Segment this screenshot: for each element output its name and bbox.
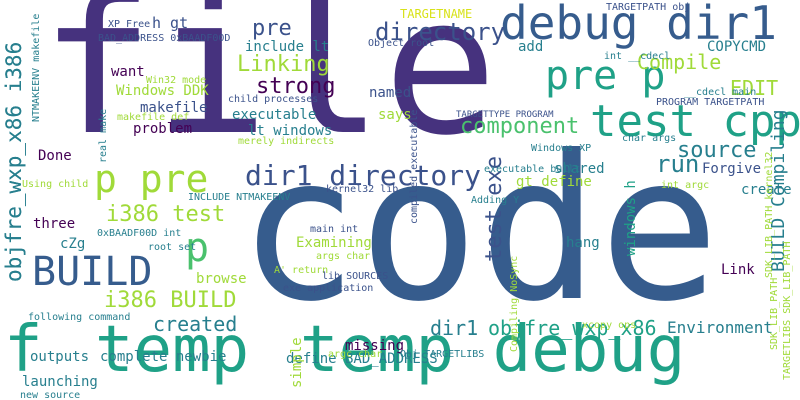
cloud-word: Forgive [702,161,762,177]
cloud-word: add [518,39,544,55]
cloud-word: pre [252,16,292,41]
cloud-word: temp debug [300,313,686,387]
cloud-word: source [677,138,757,163]
cloud-word: i386 test [106,202,226,227]
cloud-word: Compile [637,50,722,74]
cloud-word: merely indirects [238,136,335,147]
cloud-word: outputs [30,349,90,365]
cloud-word: lib SOURCES [322,271,389,282]
cloud-word: NTMAKEENV makefile [31,13,42,122]
cloud-word: missing [345,338,405,354]
cloud-word: launching [22,374,98,390]
cloud-word: real make [98,108,109,163]
cloud-word: COPYCMD [707,39,767,55]
cloud-word: BAD_ADDRESS 0xBAADF00D [98,33,231,44]
cloud-word: objfre_wxp_x86 [488,316,657,340]
cloud-word: create [741,182,792,198]
cloud-word: test cpp [590,96,800,147]
cloud-word: directory [375,18,506,46]
cloud-word: TARGETLIBS SDK_LIB_PATH [782,241,793,380]
cloud-word: code [238,113,720,346]
cloud-word: cZg [60,236,86,252]
cloud-word: makefile [140,100,208,116]
cloud-word: SDK_LIB_PATH kernel32 [764,151,775,278]
cloud-word: argc char [328,349,383,360]
cloud-word: p [185,225,210,271]
cloud-word: Obj TARGETLIBS [400,349,485,360]
cloud-word: objfre_wxp_x86 i386 [2,41,26,282]
cloud-word: makefile def [117,112,190,123]
cloud-word: new source [20,390,81,400]
cloud-word: A' return [274,265,329,276]
cloud-word: char args [622,133,677,144]
cloud-word: root set [148,242,197,253]
cloud-word: Linking [237,52,330,77]
cloud-word: Windows XP [531,143,592,154]
cloud-word: says [378,107,412,123]
cloud-word: named [369,85,412,101]
cloud-word: compiled executable [409,109,420,224]
cloud-word: define BAD_ADDRESS [286,351,438,367]
cloud-word: h gt [152,14,189,32]
cloud-word: PROGRAM TARGETPATH [656,97,765,108]
cloud-word: hang [566,235,600,251]
cloud-word: 0xBAADF00D int [97,228,182,239]
cloud-word: complete newbie [100,349,227,365]
cloud-word: Examining [296,235,372,251]
cloud-word: three [33,216,76,232]
cloud-word: file [40,0,498,177]
cloud-word: problem [133,121,193,137]
cloud-word: Windows DDK [116,83,209,99]
cloud-word: executable [232,107,317,123]
cloud-word: Win32 mode [146,75,207,86]
cloud-word: xcopy ops [582,320,637,331]
cloud-word: strong [256,74,336,99]
cloud-word: dir1 [430,316,479,340]
cloud-word: TARGETNAME [400,7,473,21]
cloud-word: Object root [368,38,435,49]
cloud-word: EDIT [730,76,779,100]
cloud-word: int argc [661,180,710,191]
cloud-word: TARGETPATH obj [606,2,691,13]
cloud-word: INCLUDE NTMAKEENV [188,192,291,203]
cloud-word: Adding Y [471,195,520,206]
cloud-word: debug dir1 [500,0,777,50]
cloud-word: shared [554,161,605,177]
cloud-word: int __cdecl [604,51,671,62]
cloud-word: XP Free [108,19,151,30]
cloud-word: SDK_LIB_PATH [769,277,780,350]
cloud-word: child processes [228,94,319,105]
cloud-word: i386 BUILD [104,288,237,313]
cloud-word: Environment [667,318,773,337]
cloud-word: temp [95,313,250,387]
cloud-word: p pre [94,157,209,201]
cloud-word: Compiling NoSync [509,255,520,352]
cloud-word: include lt [245,39,330,55]
cloud-word: Link [721,262,755,278]
cloud-word: BUILD [32,249,153,295]
cloud-word: pre p [545,53,666,99]
cloud-word: __cdecl main [684,87,757,98]
cloud-word: lt windows [248,123,333,139]
cloud-word: kernel32 lib [326,184,399,195]
cloud-word: simple [289,337,305,388]
cloud-word: executable built [484,164,581,175]
cloud-word: args char [316,251,371,262]
cloud-word: browse [196,271,247,287]
cloud-word: gt define [516,174,592,190]
cloud-word: exe application [283,283,374,294]
cloud-word: windows h [623,180,639,256]
cloud-word: run [656,150,700,178]
cloud-word: following command [28,312,131,323]
cloud-word: Done [38,148,72,164]
cloud-word: TARGETTYPE PROGRAM [456,110,554,120]
cloud-word: want [111,64,145,80]
cloud-word: component [460,114,580,139]
cloud-word: f [4,313,43,387]
cloud-word: Using child [22,179,89,190]
cloud-word: dir1 directory [245,159,482,192]
cloud-word: main int [310,224,359,235]
cloud-word: created [153,312,238,336]
